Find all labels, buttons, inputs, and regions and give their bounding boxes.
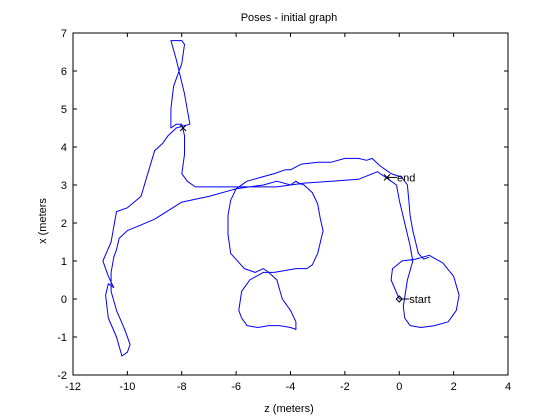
axes-box: [72, 32, 509, 376]
y-tick-label: -1: [57, 332, 67, 344]
x-axis-label: z (meters): [264, 403, 314, 415]
y-tick-label: 2: [61, 218, 67, 230]
y-tick-label: 0: [61, 294, 67, 306]
x-tick-label: -8: [177, 381, 187, 393]
end-label: end: [397, 172, 415, 184]
y-tick-label: 4: [61, 142, 67, 154]
y-tick-label: 3: [61, 180, 67, 192]
y-axis-ticks: -2 -1 0 1 2 3 4 5 6 7: [57, 28, 508, 382]
y-tick-label: -2: [57, 370, 67, 382]
trajectory-line: [102, 40, 460, 357]
start-marker: [395, 295, 403, 303]
y-tick-label: 1: [61, 256, 67, 268]
x-tick-label: 2: [451, 381, 457, 393]
pose-marker: [179, 124, 187, 132]
chart-title: Poses - initial graph: [241, 12, 338, 24]
x-tick-label: 4: [505, 381, 511, 393]
x-tick-label: 0: [396, 381, 402, 393]
x-tick-label: -6: [231, 381, 241, 393]
x-tick-label: -2: [340, 381, 350, 393]
start-label: start: [409, 294, 430, 306]
x-tick-label: -4: [286, 381, 296, 393]
x-tick-label: -12: [65, 381, 81, 393]
y-tick-label: 6: [61, 66, 67, 78]
plot-area: start end: [102, 40, 460, 357]
x-axis-ticks: -12 -10 -8 -6 -4 -2 0 2 4: [65, 33, 511, 393]
x-tick-label: -10: [119, 381, 135, 393]
y-tick-label: 7: [61, 28, 67, 40]
y-axis-label: x (meters: [37, 198, 49, 244]
y-tick-label: 5: [61, 104, 67, 116]
